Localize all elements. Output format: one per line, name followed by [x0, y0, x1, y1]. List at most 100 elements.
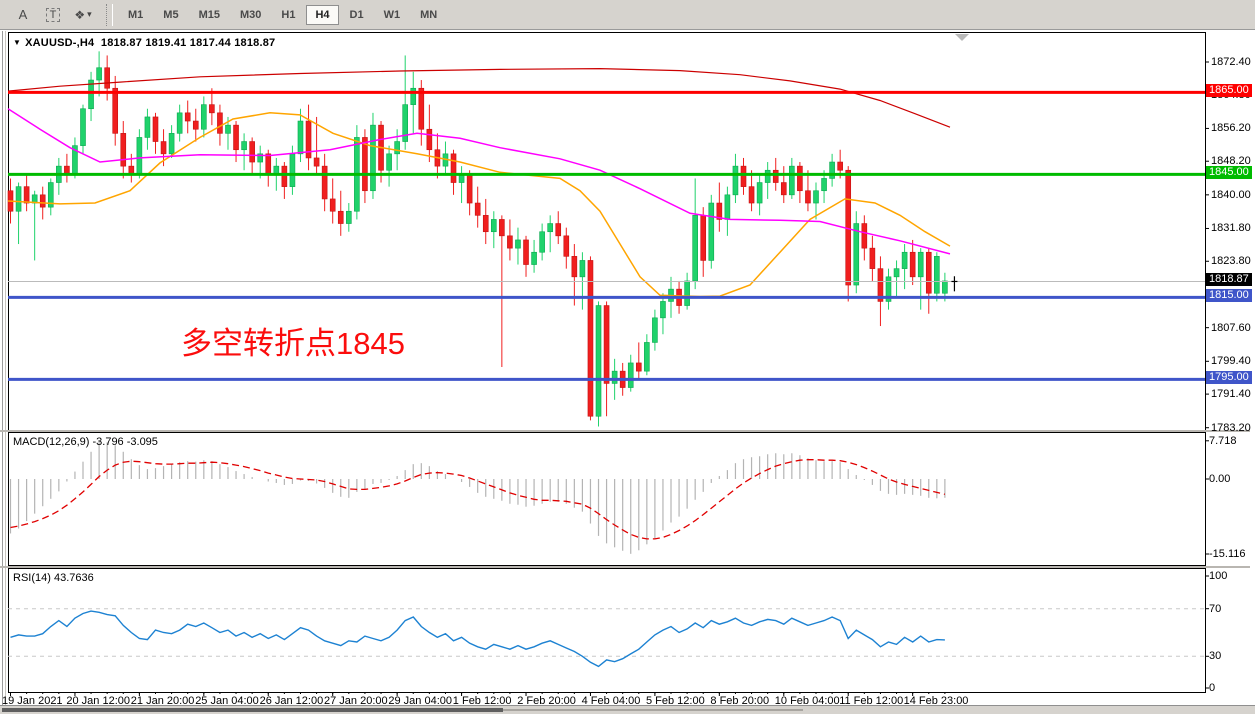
timeframe-button-M15[interactable]: M15: [190, 5, 229, 25]
ohlc-high: 1819.41: [145, 37, 187, 49]
price-badge-1818.87: 1818.87: [1206, 273, 1252, 287]
price-tick-label: 1872.40: [1211, 56, 1251, 68]
candle-body: [805, 190, 811, 204]
price-tick-label: 1856.20: [1211, 122, 1251, 135]
candle-body: [571, 256, 578, 278]
candle-body: [901, 251, 908, 269]
candle-body: [925, 251, 932, 294]
candle-body: [305, 120, 312, 159]
candle-body: [563, 235, 570, 257]
timeframe-button-M5[interactable]: M5: [154, 5, 187, 25]
scrollbar-track-mark: [503, 709, 803, 711]
timeframe-button-H1[interactable]: H1: [272, 5, 304, 25]
candle-body: [426, 128, 433, 151]
candle-body: [313, 157, 320, 167]
candle-body: [176, 112, 183, 134]
candle-body: [853, 223, 860, 286]
candle-body: [23, 186, 30, 204]
time-axis-label: 2 Feb 20:00: [517, 695, 576, 707]
macd-axis-label: 0.00: [1209, 473, 1231, 485]
timeframe-button-W1[interactable]: W1: [375, 5, 410, 25]
symbol-info[interactable]: ▼ XAUUSD-,H4 1818.87 1819.41 1817.44 1818…: [13, 37, 275, 49]
time-axis-label: 26 Jan 12:00: [259, 695, 324, 707]
candle-body: [466, 174, 473, 204]
horizontal-scrollbar[interactable]: [0, 705, 1255, 714]
time-axis-label: 29 Jan 04:00: [388, 695, 453, 707]
candle-body: [241, 141, 247, 151]
timeframe-button-D1[interactable]: D1: [341, 5, 373, 25]
candle-body: [797, 165, 803, 192]
rsi-axis-label: 70: [1209, 602, 1222, 615]
candle-body: [474, 202, 481, 216]
time-axis-label: 8 Feb 20:00: [710, 695, 770, 707]
candle-body: [507, 235, 513, 249]
ma-magenta-line: [7, 108, 951, 255]
candle-body: [555, 223, 562, 237]
time-axis-label: 27 Jan 20:00: [324, 695, 388, 707]
panel-splitter[interactable]: [0, 430, 1250, 432]
candle-body: [708, 202, 715, 261]
candle-body: [209, 104, 215, 114]
candle-body: [877, 268, 884, 302]
candle-body: [15, 186, 22, 212]
price-tick-label: 1823.80: [1211, 255, 1251, 268]
candle-body: [780, 182, 787, 196]
candle-body: [934, 256, 940, 294]
time-axis-label: 1 Feb 12:00: [452, 695, 512, 707]
macd-panel-frame: [8, 432, 1206, 566]
candle-body: [821, 178, 827, 192]
chart-shift-marker[interactable]: [955, 34, 969, 41]
candle-body: [942, 280, 948, 294]
macd-values: -3.796 -3.095: [92, 436, 158, 448]
candle-body: [861, 223, 868, 249]
time-axis-label: 19 Jan 2021: [2, 695, 63, 707]
candle-body: [418, 87, 425, 130]
candle-body: [362, 137, 368, 192]
panel-splitter[interactable]: [0, 566, 1250, 568]
candle-body: [394, 141, 400, 155]
candle-body: [692, 215, 698, 282]
candle-body: [732, 165, 739, 196]
candle-body: [813, 190, 819, 204]
text-label-icon: A: [18, 7, 28, 22]
timeframe-button-MN[interactable]: MN: [411, 5, 446, 25]
candle-body: [321, 165, 328, 200]
candle-body: [80, 108, 86, 146]
price-tick-label: 1848.20: [1211, 155, 1251, 168]
candle-body: [482, 215, 489, 233]
candle-body: [265, 153, 272, 175]
time-axis-label: 21 Jan 20:00: [130, 695, 195, 707]
timeframe-button-M1[interactable]: M1: [119, 5, 152, 25]
candle-body: [684, 280, 690, 306]
candle-body: [160, 141, 167, 155]
price-tick-label: 1799.40: [1211, 355, 1251, 368]
candle-body: [386, 153, 392, 171]
text-label-tool-button[interactable]: A: [10, 3, 36, 27]
macd-signal-line: [10, 459, 946, 540]
candle-body: [281, 165, 288, 187]
candle-body: [611, 370, 618, 384]
candle-body: [603, 305, 610, 384]
candle-body: [410, 87, 417, 105]
symbol-period: XAUUSD-,H4: [25, 37, 95, 49]
candle-body: [184, 112, 191, 122]
text-box-icon: T: [45, 7, 61, 22]
time-axis-label: 25 Jan 04:00: [195, 695, 259, 707]
symbol-dropdown-icon[interactable]: ▼: [13, 38, 22, 47]
macd-label: MACD(12,26,9): [13, 436, 90, 448]
arrows-tool-button[interactable]: ❖ ▾: [70, 3, 96, 27]
candle-body: [370, 124, 376, 192]
timeframe-button-M30[interactable]: M30: [231, 5, 270, 25]
candle-body: [716, 202, 723, 220]
chart-text-annotation[interactable]: 多空转折点1845: [181, 326, 405, 361]
candle-body: [136, 137, 143, 175]
timeframe-button-H4[interactable]: H4: [306, 4, 339, 25]
text-box-tool-button[interactable]: T: [40, 3, 66, 27]
macd-panel-label: MACD(12,26,9) -3.796 -3.095: [13, 436, 158, 448]
scrollbar-thumb[interactable]: [2, 708, 503, 712]
candle-body: [515, 239, 521, 249]
candle-body: [660, 301, 666, 319]
candle-body: [402, 104, 408, 142]
candle-body: [329, 198, 336, 212]
